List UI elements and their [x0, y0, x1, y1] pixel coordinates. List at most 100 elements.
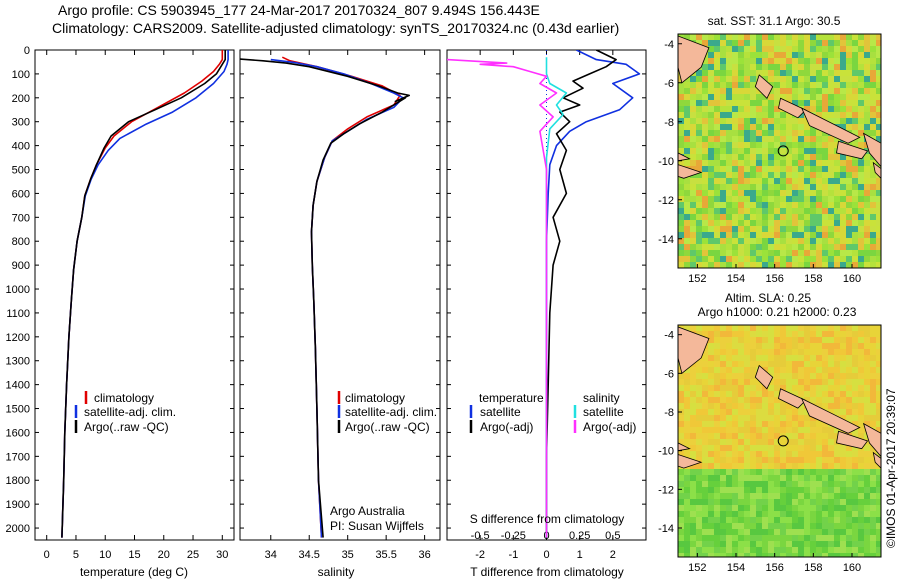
map-cell: [816, 58, 823, 65]
map-cell: [864, 529, 871, 536]
map-cell: [732, 439, 739, 446]
map-cell: [870, 331, 877, 338]
map-cell: [822, 511, 829, 518]
map-cell: [726, 106, 733, 113]
map-cell: [864, 34, 871, 41]
map-cell: [738, 523, 745, 530]
map-cell: [750, 529, 757, 536]
map-x-tick-label: 152: [688, 273, 706, 285]
map-cell: [732, 469, 739, 476]
map-cell: [828, 517, 835, 524]
map-cell: [714, 178, 721, 185]
map-cell: [750, 547, 757, 554]
map-cell: [870, 517, 877, 524]
map-cell: [690, 136, 697, 143]
map-cell: [864, 202, 871, 209]
map-cell: [768, 46, 775, 53]
map-cell: [732, 232, 739, 239]
map-cell: [750, 409, 757, 416]
map-cell: [708, 349, 715, 356]
map-cell: [774, 493, 781, 500]
map-cell: [678, 469, 685, 476]
map-cell: [744, 214, 751, 221]
map-cell: [816, 475, 823, 482]
map-cell: [876, 100, 881, 107]
map-cell: [834, 238, 841, 245]
map-cell: [756, 214, 763, 221]
map-cell: [702, 385, 709, 392]
map-cell: [708, 226, 715, 233]
map-cell: [774, 100, 781, 107]
map-cell: [834, 517, 841, 524]
map-cell: [870, 64, 877, 71]
map-cell: [792, 361, 799, 368]
map-cell: [834, 196, 841, 203]
depth-tick-label: 1000: [6, 284, 30, 296]
map-cell: [732, 220, 739, 227]
map-cell: [768, 451, 775, 458]
map-cell: [744, 130, 751, 137]
map-cell: [702, 112, 709, 119]
map-cell: [708, 445, 715, 452]
map-cell: [786, 439, 793, 446]
map-cell: [744, 523, 751, 530]
map-cell: [762, 166, 769, 173]
map-cell: [690, 202, 697, 209]
map-cell: [816, 238, 823, 245]
map-cell: [840, 160, 847, 167]
map-cell: [852, 511, 859, 518]
map-cell: [792, 433, 799, 440]
map-cell: [714, 547, 721, 554]
map-cell: [780, 232, 787, 239]
map-cell: [744, 451, 751, 458]
map-cell: [756, 112, 763, 119]
map-cell: [876, 58, 881, 65]
map-cell: [684, 196, 691, 203]
map-cell: [768, 106, 775, 113]
map-cell: [876, 178, 881, 185]
map-cell: [714, 106, 721, 113]
map-cell: [684, 325, 691, 332]
map-cell: [726, 82, 733, 89]
map-cell: [780, 178, 787, 185]
map-cell: [864, 373, 871, 380]
map-cell: [684, 505, 691, 512]
map-cell: [768, 172, 775, 179]
map-cell: [828, 535, 835, 542]
map-cell: [810, 76, 817, 83]
map-cell: [756, 427, 763, 434]
map-cell: [690, 427, 697, 434]
map-cell: [804, 52, 811, 59]
map-cell: [738, 148, 745, 155]
map-cell: [852, 184, 859, 191]
map-cell: [696, 244, 703, 251]
map-cell: [708, 106, 715, 113]
map-cell: [738, 331, 745, 338]
map-cell: [792, 481, 799, 488]
map-cell: [732, 262, 739, 268]
map-cell: [720, 124, 727, 131]
map-cell: [678, 391, 685, 398]
map-cell: [732, 451, 739, 458]
map-cell: [732, 481, 739, 488]
map-cell: [738, 106, 745, 113]
map-cell: [732, 475, 739, 482]
salinity-legend: climatology satellite-adj. clim. Argo(..…: [337, 391, 437, 434]
map-cell: [768, 214, 775, 221]
map-cell: [702, 409, 709, 416]
map-cell: [828, 457, 835, 464]
map-cell: [738, 553, 745, 557]
map-cell: [822, 451, 829, 458]
map-cell: [738, 337, 745, 344]
map-cell: [720, 403, 727, 410]
salinity-annotation-line-2: PI: Susan Wijffels: [330, 519, 424, 533]
map-cell: [864, 439, 871, 446]
map-cell: [816, 331, 823, 338]
map-cell: [834, 355, 841, 362]
map-cell: [702, 82, 709, 89]
map-cell: [834, 82, 841, 89]
map-cell: [804, 214, 811, 221]
map-cell: [864, 214, 871, 221]
map-cell: [702, 250, 709, 257]
map-cell: [816, 64, 823, 71]
